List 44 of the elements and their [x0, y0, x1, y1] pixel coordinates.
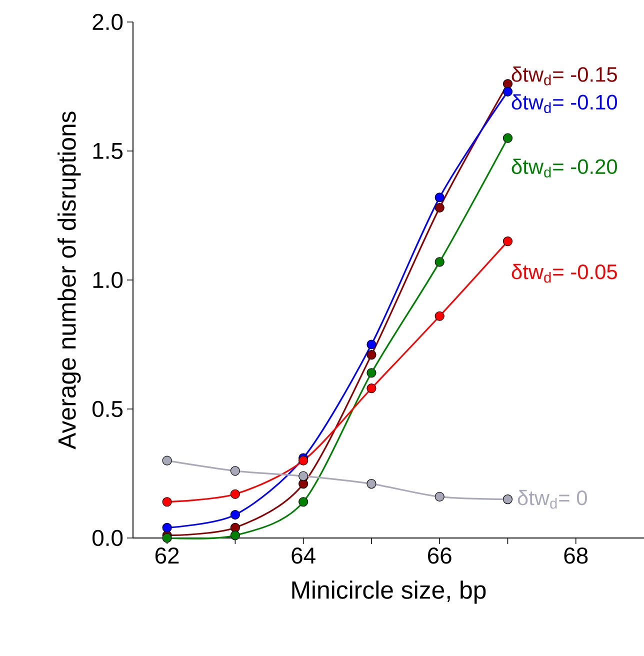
point [366, 368, 376, 378]
point [230, 466, 240, 476]
point [230, 510, 240, 520]
point [434, 192, 444, 202]
series-label: δtw$_{d}$= -0.10 [512, 94, 618, 114]
x-tick-label: 64 [292, 548, 316, 564]
y-tick-label: 1.5 [93, 143, 123, 159]
point [366, 340, 376, 350]
y-tick-label: 2.0 [92, 14, 123, 30]
series-label: δtw$_{d}$= 0 [518, 490, 587, 509]
y-axis-title: Average number of disruptions [58, 112, 81, 450]
y-tick-label: 0.0 [92, 530, 123, 546]
y-tick-label: 1.0 [93, 272, 123, 288]
point [502, 86, 513, 96]
point [434, 202, 444, 213]
point [230, 522, 240, 532]
x-tick-label: 62 [155, 548, 179, 564]
point [434, 257, 444, 267]
point [298, 456, 308, 466]
point [162, 533, 172, 543]
point [502, 494, 513, 504]
point [502, 236, 513, 246]
point [230, 489, 240, 499]
y-tick-label: 0.5 [92, 400, 123, 418]
point [366, 384, 376, 394]
point [502, 133, 513, 143]
point [366, 479, 376, 489]
x-axis-title: Minicircle size, bp [292, 580, 486, 604]
point [162, 456, 172, 466]
point [298, 479, 308, 489]
point [230, 530, 240, 540]
point [434, 311, 444, 321]
point [162, 497, 172, 507]
series-label: δtw$_{d}$= -0.15 [512, 66, 617, 86]
point [366, 350, 376, 360]
point [298, 471, 308, 481]
series-label: δtw$_{d}$= -0.05 [512, 264, 617, 283]
point [298, 497, 308, 507]
point [502, 79, 513, 89]
x-tick-label: 66 [428, 548, 452, 564]
x-tick-label: 68 [564, 548, 588, 564]
series-label: δtw$_{d}$= -0.20 [512, 158, 618, 178]
point [162, 522, 172, 532]
point [434, 492, 444, 502]
